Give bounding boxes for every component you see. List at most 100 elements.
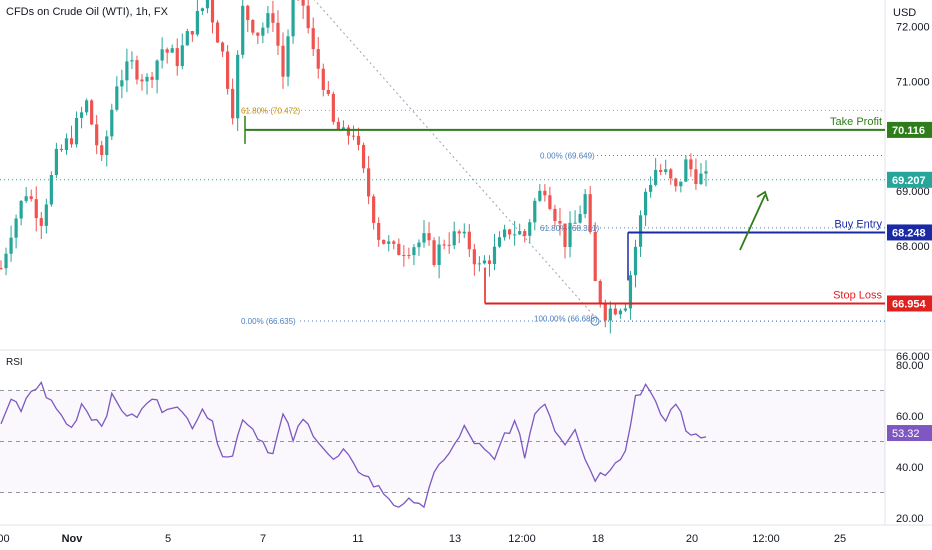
candle-body — [664, 169, 668, 173]
candle-body — [135, 60, 139, 80]
candle-body — [477, 263, 481, 265]
candle-body — [699, 173, 703, 184]
fib-label-mid: 61.80% (70.472) — [241, 106, 300, 115]
up-arrow-icon — [739, 194, 766, 251]
candle-body — [508, 229, 512, 235]
fib-label-low: 0.00% (66.635) — [241, 317, 296, 326]
x-tick-label: 7 — [260, 533, 266, 545]
candle-body — [29, 196, 33, 200]
candle-body — [472, 249, 476, 265]
candle-body — [306, 5, 310, 29]
y-tick-label: 71.000 — [896, 76, 930, 88]
candle-body — [513, 234, 517, 236]
stop-loss-price-tag: 66.954 — [892, 298, 927, 310]
candle-body — [351, 135, 356, 137]
candle-body — [100, 145, 104, 155]
candle-body — [231, 88, 235, 119]
candle-body — [492, 246, 497, 264]
candlesticks — [0, 0, 708, 334]
candle-body — [74, 117, 79, 145]
candle-body — [326, 89, 330, 94]
x-tick-label: 11 — [352, 533, 363, 545]
candle-body — [452, 231, 456, 246]
candle-body — [85, 100, 89, 113]
candle-body — [145, 76, 149, 82]
y-tick-label: 68.000 — [896, 241, 930, 253]
candle-body — [669, 169, 673, 179]
rsi-band-fill — [0, 390, 885, 493]
candle-body — [407, 255, 411, 257]
candle-body — [487, 260, 492, 264]
chart-title: CFDs on Crude Oil (WTI), 1h, FX — [6, 6, 168, 18]
candle-body — [412, 247, 416, 256]
candle-body — [422, 233, 426, 243]
candle-body — [69, 138, 74, 145]
candle-body — [24, 196, 28, 201]
stop-loss-price-tag-bg — [887, 295, 932, 312]
fib2-anchor — [590, 316, 600, 326]
candle-body — [64, 138, 69, 150]
candle-body — [704, 171, 708, 174]
candle-body — [367, 168, 371, 197]
candle-body — [623, 308, 628, 311]
candle-body — [518, 231, 522, 235]
candle-body — [578, 214, 582, 223]
candle-body — [588, 194, 592, 232]
candle-body — [155, 60, 159, 80]
candle-body — [39, 218, 43, 226]
candle-body — [372, 196, 376, 223]
buy-entry-label: Buy Entry — [834, 218, 882, 230]
candle-body — [226, 51, 230, 89]
trade-levels: Take Profit Buy Entry Stop Loss — [0, 115, 885, 305]
rsi-value-tag: 53.32 — [892, 428, 920, 440]
candle-body — [316, 49, 320, 69]
candle-body — [125, 61, 129, 81]
candle-body — [140, 79, 144, 82]
candle-body — [256, 32, 260, 36]
fib2-label-low: 100.00% (66.685) — [534, 314, 598, 323]
rsi-tick-label: 80.00 — [896, 360, 924, 372]
candle-body — [689, 159, 693, 170]
candle-body — [528, 222, 532, 236]
candle-body — [19, 200, 23, 219]
candle-body — [251, 20, 255, 33]
candle-body — [417, 242, 421, 248]
fibonacci-levels: 100.00% (72.843)61.80% (70.472)0.00% (66… — [241, 0, 885, 326]
candle-body — [633, 246, 638, 276]
candle-body — [583, 194, 587, 215]
candle-body — [4, 253, 8, 269]
candle-body — [115, 86, 119, 110]
candle-body — [120, 80, 124, 87]
candle-body — [236, 54, 240, 119]
candle-body — [95, 124, 99, 146]
candle-body — [200, 8, 205, 11]
y-tick-label: 69.000 — [896, 186, 930, 198]
candle-body — [467, 231, 471, 250]
y-tick-label: 72.000 — [896, 21, 930, 33]
candle-body — [311, 28, 315, 50]
candle-body — [694, 169, 698, 184]
x-tick-label: 20 — [686, 533, 698, 545]
rsi-tick-label: 40.00 — [896, 462, 924, 474]
candle-body — [331, 93, 335, 122]
candle-body — [346, 127, 351, 136]
fib2-label-high: 0.00% (69.649) — [540, 152, 595, 161]
candle-body — [442, 244, 446, 246]
candle-body — [246, 5, 250, 21]
candle-body — [659, 169, 663, 173]
candle-body — [220, 42, 225, 52]
candle-body — [643, 191, 648, 216]
rsi-value-tag-bg — [887, 425, 932, 442]
stop-loss-label: Stop Loss — [833, 289, 882, 301]
candle-body — [341, 127, 346, 131]
candle-body — [54, 148, 58, 176]
candle-body — [628, 275, 633, 309]
candle-body — [266, 13, 270, 28]
candle-body — [568, 222, 572, 247]
candle-body — [457, 231, 461, 234]
x-tick-label: 25 — [834, 533, 846, 545]
candle-body — [9, 237, 13, 254]
candle-body — [563, 223, 567, 247]
